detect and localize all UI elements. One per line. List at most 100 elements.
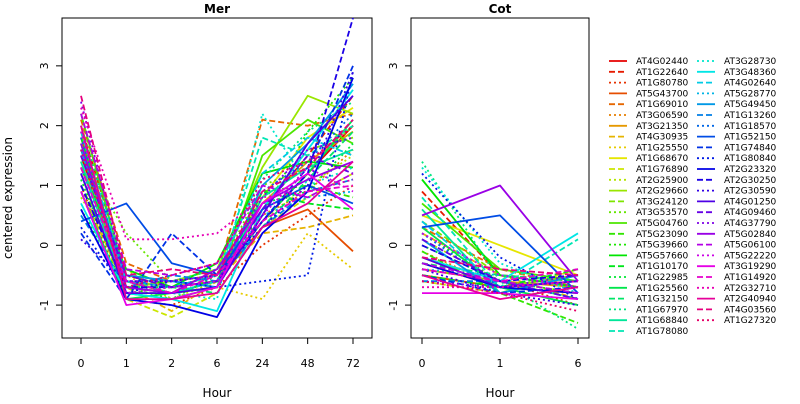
x-tick-label-mer-1: 1 (123, 357, 130, 370)
series-line-cot-at2g32710 (422, 280, 579, 289)
legend-label-at1g18570: AT1G18570 (724, 122, 777, 132)
series-line-cot-at1g27320 (421, 280, 579, 312)
series-line-cot-at4g09460 (421, 238, 579, 300)
y-tick-label-cot-2: 2 (387, 122, 400, 129)
legend-label-at2g25900: AT2G25900 (636, 176, 689, 186)
x-tick-label-mer-6: 6 (214, 357, 221, 370)
legend-label-at1g80780: AT1G80780 (636, 79, 689, 89)
legend-label-at5g28770: AT5G28770 (724, 89, 777, 99)
legend-label-at5g22220: AT5G22220 (724, 251, 777, 261)
legend-label-at5g06100: AT5G06100 (724, 241, 777, 251)
series-line-mer-at2g40940 (80, 125, 354, 301)
series-line-mer-at2g32710 (80, 107, 354, 241)
legend-label-at3g53570: AT3G53570 (636, 208, 689, 218)
x-tick-label-mer-0: 0 (78, 357, 85, 370)
legend-label-at1g78080: AT1G78080 (636, 327, 689, 337)
panel-title-mer: Mer (204, 2, 230, 16)
series-line-cot-at4g03560 (421, 256, 579, 277)
legend-label-at1g80840: AT1G80840 (724, 154, 777, 164)
legend-label-at5g43700: AT5G43700 (636, 89, 689, 99)
x-axis-cot: 0 1 6 (419, 338, 582, 370)
legend-label-at3g06590: AT3G06590 (636, 111, 689, 121)
legend-label-at5g23090: AT5G23090 (636, 230, 689, 240)
series-line-cot-at2g25900 (421, 238, 579, 294)
panel-mer: Mer 0 1 2 6 24 48 72 -1 0 1 2 3 Hour (38, 2, 373, 400)
y-axis-mer: -1 0 1 2 3 (38, 62, 62, 311)
legend-label-at2g30590: AT2G30590 (724, 187, 777, 197)
y-tick-label-cot-0: 0 (387, 242, 400, 249)
legend-label-at1g76890: AT1G76890 (636, 165, 689, 175)
legend-label-at4g02640: AT4G02640 (724, 79, 777, 89)
x-tick-label-cot-6: 6 (575, 357, 582, 370)
legend-label-at1g52150: AT1G52150 (724, 133, 777, 143)
series-line-cot-at2g30250 (421, 244, 579, 283)
x-tick-label-cot-1: 1 (497, 357, 504, 370)
legend-label-at4g02440: AT4G02440 (636, 57, 689, 67)
x-axis-title-mer: Hour (203, 386, 232, 400)
series-group-cot (421, 161, 579, 330)
y-tick-label-mer-3: 3 (38, 62, 51, 69)
y-tick-label-cot-3: 3 (387, 62, 400, 69)
y-tick-label-mer-2: 2 (38, 122, 51, 129)
legend-label-at3g21350: AT3G21350 (636, 122, 689, 132)
series-line-cot-at1g52150 (421, 214, 579, 294)
legend-label-at1g32150: AT1G32150 (636, 295, 689, 305)
panel-cot: Cot 0 1 6 -1 0 1 2 3 Hour (387, 2, 590, 400)
legend-label-at4g01250: AT4G01250 (724, 197, 777, 207)
legend-label-at4g30935: AT4G30935 (636, 133, 688, 143)
series-line-cot-at1g69010 (421, 226, 579, 289)
x-tick-label-mer-2: 2 (168, 357, 175, 370)
legend-label-at1g67970: AT1G67970 (636, 305, 689, 315)
legend-label-at1g22985: AT1G22985 (636, 273, 688, 283)
legend-label-at1g13260: AT1G13260 (724, 111, 777, 121)
x-tick-label-mer-72: 72 (346, 357, 360, 370)
panel-title-cot: Cot (489, 2, 512, 16)
legend-label-at2g29660: AT2G29660 (636, 187, 689, 197)
legend-label-at3g24120: AT3G24120 (636, 197, 689, 207)
legend-label-at1g69010: AT1G69010 (636, 100, 689, 110)
y-tick-label-mer-0: 0 (38, 242, 51, 249)
legend-label-at4g09460: AT4G09460 (724, 208, 777, 218)
series-line-cot-at2g40940 (421, 274, 579, 301)
legend-label-at3g28730: AT3G28730 (724, 57, 777, 67)
series-line-cot-at3g28730 (421, 166, 579, 294)
legend-label-at5g04760: AT5G04760 (636, 219, 689, 229)
series-line-mer-at5g06100 (80, 113, 354, 277)
y-tick-label-cot--1: -1 (387, 300, 400, 311)
legend-label-at1g14920: AT1G14920 (724, 273, 777, 283)
series-line-mer-at3g19290 (80, 172, 354, 307)
legend-label-at2g23320: AT2G23320 (724, 165, 777, 175)
y-axis-title: centered expression (1, 137, 15, 259)
legend-label-at1g25560: AT1G25560 (636, 284, 689, 294)
legend-label-at2g32710: AT2G32710 (724, 284, 777, 294)
legend-label-at1g27320: AT1G27320 (724, 316, 777, 326)
legend-label-at5g39660: AT5G39660 (636, 241, 689, 251)
y-tick-label-mer--1: -1 (38, 300, 51, 311)
x-axis-title-cot: Hour (486, 386, 515, 400)
series-line-mer-at1g14920 (80, 167, 354, 295)
legend-label-at5g02840: AT5G02840 (724, 230, 777, 240)
legend-label-at5g49450: AT5G49450 (724, 100, 777, 110)
legend-label-at1g10170: AT1G10170 (636, 262, 689, 272)
legend: AT4G02440AT1G22640AT1G80780AT5G43700AT1G… (609, 57, 777, 337)
legend-label-at1g68670: AT1G68670 (636, 154, 689, 164)
series-line-cot-at3g19290 (422, 292, 579, 300)
legend-label-at4g03560: AT4G03560 (724, 305, 777, 315)
legend-label-at5g57660: AT5G57660 (636, 251, 689, 261)
legend-label-at3g19290: AT3G19290 (724, 262, 777, 272)
series-line-cot-at5g02840 (421, 184, 579, 282)
x-tick-label-cot-0: 0 (419, 357, 426, 370)
plot-frame-mer (61, 17, 373, 339)
legend-label-at1g22640: AT1G22640 (636, 68, 689, 78)
legend-label-at1g74840: AT1G74840 (724, 143, 777, 153)
y-tick-label-cot-1: 1 (387, 182, 400, 189)
series-line-cot-at3g53570 (421, 268, 579, 300)
legend-label-at1g68840: AT1G68840 (636, 316, 689, 326)
legend-label-at1g25550: AT1G25550 (636, 143, 689, 153)
x-tick-label-mer-24: 24 (255, 357, 269, 370)
series-group-mer (80, 17, 354, 319)
legend-label-at2g40940: AT2G40940 (724, 295, 777, 305)
legend-label-at4g37790: AT4G37790 (724, 219, 777, 229)
y-tick-label-mer-1: 1 (38, 182, 51, 189)
